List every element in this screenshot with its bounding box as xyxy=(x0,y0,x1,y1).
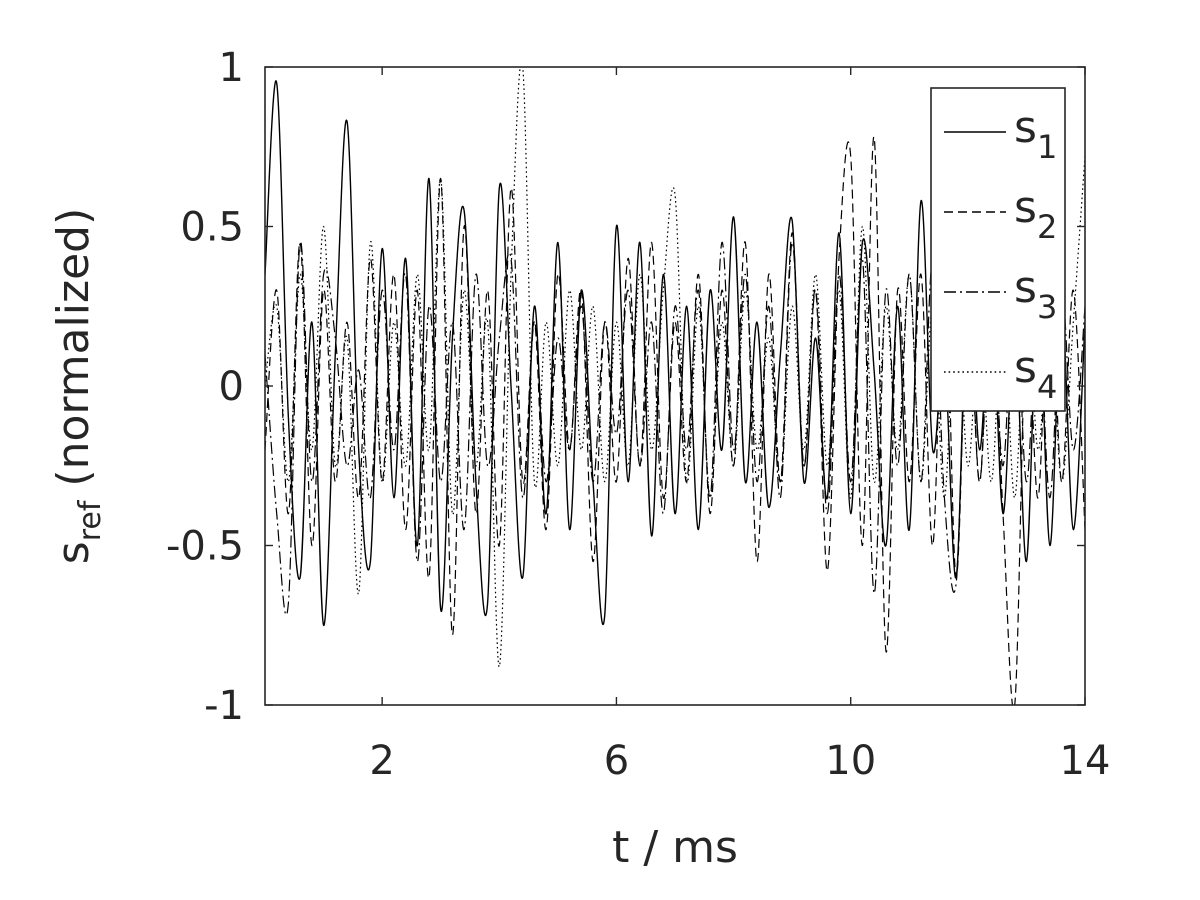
legend-label-s1: s1 xyxy=(1014,102,1057,166)
y-tick-label: 1 xyxy=(219,45,244,91)
y-tick-label: 0.5 xyxy=(180,205,244,251)
legend-label-s2: s2 xyxy=(1014,182,1057,246)
legend-box xyxy=(930,87,1066,412)
legend-label-s4: s4 xyxy=(1014,342,1057,406)
legend: s1 s2 s3 s4 xyxy=(930,87,1066,412)
y-axis-label: sref (normalized) xyxy=(48,208,108,564)
y-axis-label-base: s xyxy=(48,541,99,564)
x-tick-label: 14 xyxy=(1060,738,1111,784)
y-tick-label: 0 xyxy=(219,364,244,410)
y-tick-label: -1 xyxy=(204,683,244,729)
y-axis-label-subscript: ref xyxy=(73,499,108,541)
legend-label-s3: s3 xyxy=(1014,262,1057,326)
x-axis-label: t / ms xyxy=(612,822,738,873)
series-line-s3 xyxy=(265,241,1085,616)
x-tick-label: 6 xyxy=(604,738,629,784)
x-tick-label: 10 xyxy=(825,738,876,784)
x-tick-label: 2 xyxy=(369,738,394,784)
y-tick-label: -0.5 xyxy=(166,524,244,570)
y-axis-label-rest: (normalized) xyxy=(48,208,99,501)
series-line-s4 xyxy=(265,67,1085,668)
ticks-layer: 2 6 10 14 -1 -0.5 0 0.5 1 xyxy=(166,45,1111,784)
